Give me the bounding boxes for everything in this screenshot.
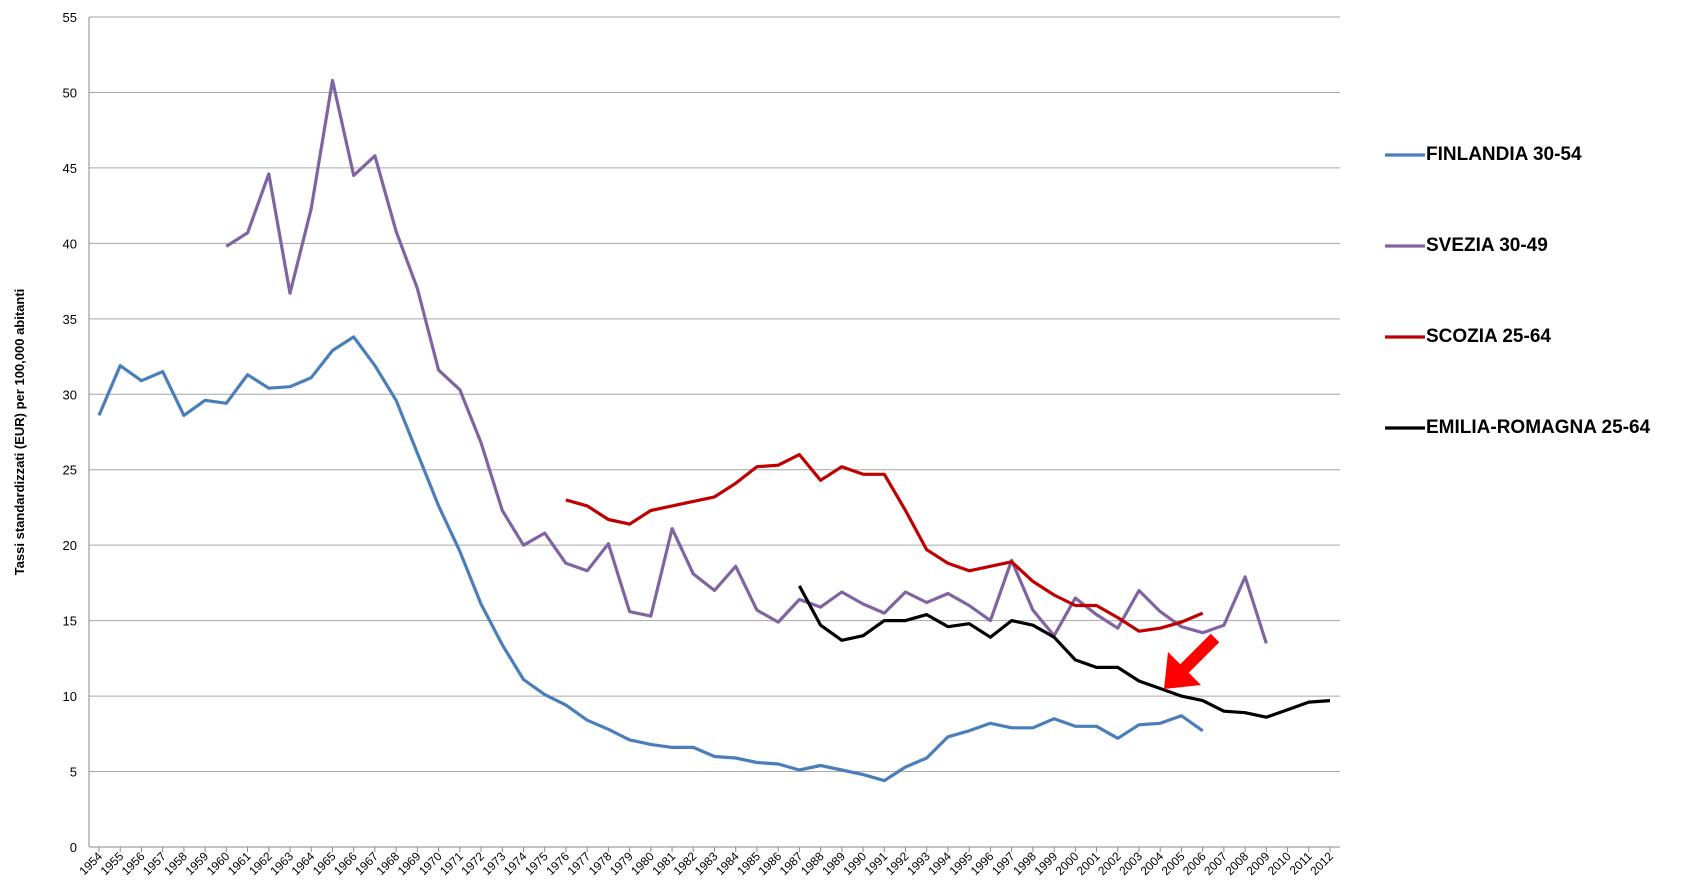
legend-label: SCOZIA 25-64: [1426, 326, 1551, 347]
legend-label: FINLANDIA 30-54: [1426, 144, 1582, 165]
series-line: [797, 585, 1331, 719]
legend-label: EMILIA-ROMAGNA 25-64: [1426, 417, 1651, 438]
series-line: [225, 78, 1268, 644]
x-tick-label: 2011: [1287, 849, 1315, 877]
y-tick-label: 5: [70, 765, 77, 780]
x-tick-label: 2012: [1307, 849, 1336, 878]
y-tick-label: 50: [63, 85, 77, 100]
y-tick-label: 15: [63, 614, 77, 629]
y-tick-label: 0: [70, 840, 77, 855]
series-line: [97, 335, 1204, 783]
y-tick-label: 20: [63, 538, 77, 553]
series-line: [565, 453, 1204, 633]
y-tick-label: 45: [63, 161, 77, 176]
y-tick-label: 40: [63, 236, 77, 251]
y-tick-label: 30: [63, 387, 77, 402]
y-tick-label: 10: [63, 689, 77, 704]
y-tick-label: 55: [63, 10, 77, 25]
y-axis-label: Tassi standardizzati (EUR) per 100,000 a…: [12, 289, 27, 576]
y-tick-label: 25: [63, 463, 77, 478]
y-tick-label: 35: [63, 312, 77, 327]
legend-label: SVEZIA 30-49: [1426, 235, 1548, 256]
annotation-arrow: [1164, 633, 1220, 689]
